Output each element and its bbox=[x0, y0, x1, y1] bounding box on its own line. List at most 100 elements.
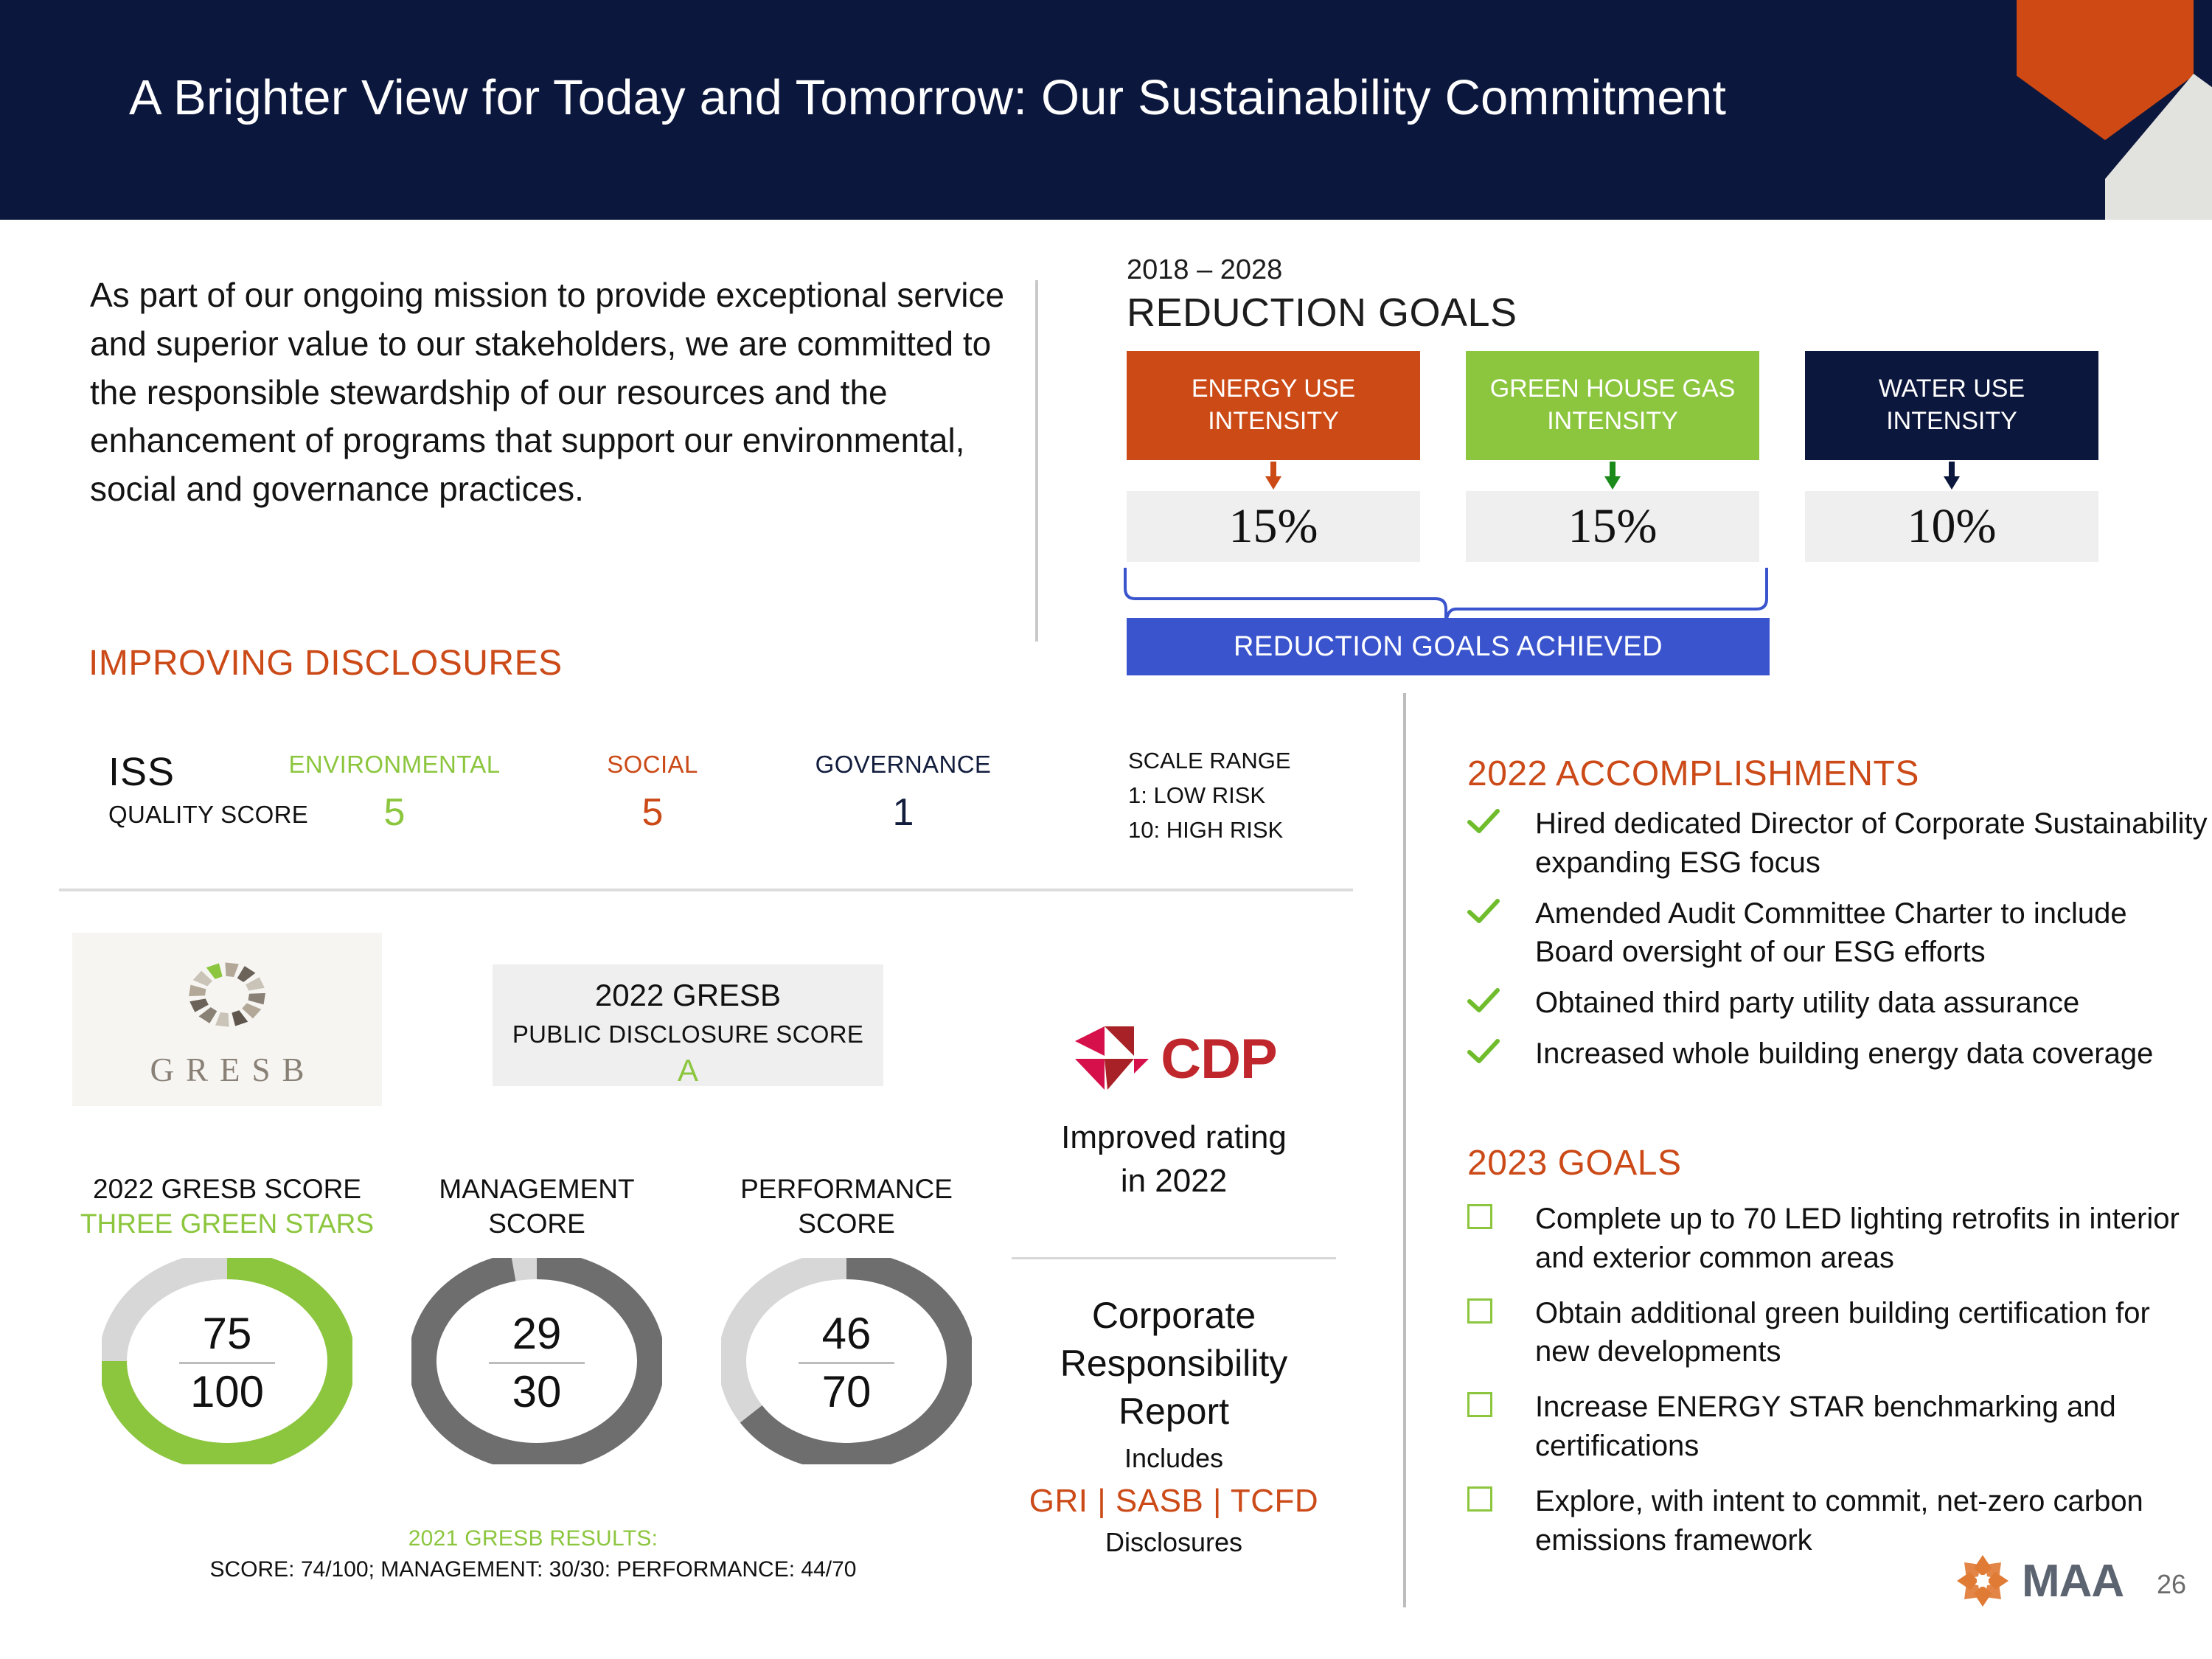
donut-numerator: 46 bbox=[821, 1308, 872, 1358]
disclosure-year: 2022 GRESB bbox=[594, 978, 782, 1012]
vertical-divider-top bbox=[1035, 280, 1038, 641]
list-item[interactable]: Explore, with intent to commit, net-zero… bbox=[1467, 1482, 2212, 1560]
goals-2023-title: 2023 GOALS bbox=[1467, 1144, 1682, 1183]
checkbox-unchecked-icon[interactable] bbox=[1467, 1200, 1535, 1229]
donut-performance-score: PERFORMANCE SCORE 46 70 bbox=[692, 1172, 1001, 1471]
check-icon bbox=[1467, 1034, 1535, 1065]
donut-gresb-score: 2022 GRESB SCORE THREE GREEN STARS 75 10… bbox=[72, 1172, 382, 1471]
donut-rule bbox=[799, 1361, 894, 1364]
checkbox-unchecked-icon[interactable] bbox=[1467, 1388, 1535, 1418]
reduction-goal-column: GREEN HOUSE GAS INTENSITY 15% bbox=[1466, 351, 1759, 562]
cdp-wordmark: CDP bbox=[1161, 1027, 1277, 1091]
scale-range-heading: SCALE RANGE bbox=[1128, 748, 1291, 773]
accomplishments-section: 2022 ACCOMPLISHMENTS Hired dedicated Dir… bbox=[1467, 754, 2212, 1085]
water-use-intensity-value: 10% bbox=[1805, 491, 2098, 562]
donut-title: 2022 GRESB SCORE THREE GREEN STARS bbox=[80, 1174, 375, 1239]
reduction-goals-title: REDUCTION GOALS bbox=[1127, 291, 1517, 335]
energy-use-intensity-value: 15% bbox=[1127, 491, 1420, 562]
intro-paragraph: As part of our ongoing mission to provid… bbox=[90, 276, 1005, 509]
check-icon bbox=[1467, 894, 1535, 925]
disclosure-grade: A bbox=[677, 1053, 698, 1088]
page-title: A Brighter View for Today and Tomorrow: … bbox=[129, 70, 1727, 125]
iss-label-group: ISS QUALITY SCORE bbox=[108, 749, 308, 829]
cdp-divider bbox=[1012, 1257, 1336, 1259]
donut-chart: 29 30 bbox=[408, 1251, 665, 1471]
checkbox-unchecked-icon[interactable] bbox=[1467, 1482, 1535, 1512]
iss-metric-environmental: ENVIRONMENTAL 5 bbox=[288, 751, 501, 834]
donut-denominator: 100 bbox=[189, 1366, 265, 1416]
list-item: Increased whole building energy data cov… bbox=[1467, 1034, 2212, 1074]
iss-label: ISS bbox=[108, 750, 175, 794]
goals-2023-section: 2023 GOALS Complete up to 70 LED lightin… bbox=[1467, 1143, 2212, 1576]
gresb-wordmark: GRESB bbox=[150, 1051, 316, 1088]
donut-denominator: 70 bbox=[821, 1366, 872, 1416]
donut-value: 75 100 bbox=[102, 1258, 352, 1468]
scale-range-high: 10: HIGH RISK bbox=[1128, 817, 1284, 844]
vertical-divider-right bbox=[1403, 693, 1406, 1607]
gresb-public-disclosure-card: 2022 GRESB PUBLIC DISCLOSURE SCORE A bbox=[493, 964, 883, 1088]
gresb-footnote-year: 2021 GRESB RESULTS: bbox=[408, 1526, 658, 1551]
donut-rule bbox=[489, 1361, 585, 1364]
greenhouse-gas-intensity-badge: GREEN HOUSE GAS INTENSITY bbox=[1466, 351, 1759, 460]
donut-value: 46 70 bbox=[721, 1258, 972, 1468]
list-item[interactable]: Obtain additional green building certifi… bbox=[1467, 1294, 2212, 1372]
iss-metric-social: SOCIAL 5 bbox=[607, 751, 698, 834]
report-title: Corporate Responsibility Report bbox=[1060, 1295, 1288, 1432]
iss-metric-governance: GOVERNANCE 1 bbox=[815, 751, 992, 834]
iss-sublabel: QUALITY SCORE bbox=[108, 801, 309, 828]
gresb-footnote-scores: SCORE: 74/100; MANAGEMENT: 30/30: PERFOR… bbox=[209, 1557, 857, 1582]
list-item[interactable]: Complete up to 70 LED lighting retrofits… bbox=[1467, 1200, 2212, 1278]
greenhouse-gas-intensity-value: 15% bbox=[1466, 491, 1759, 562]
donut-title: MANAGEMENT SCORE bbox=[439, 1174, 635, 1239]
reduction-goals-achieved-banner: REDUCTION GOALS ACHIEVED bbox=[1127, 618, 1770, 675]
donut-rule bbox=[179, 1361, 275, 1364]
water-use-intensity-badge: WATER USE INTENSITY bbox=[1805, 351, 2098, 460]
scale-range-legend: SCALE RANGE 1: LOW RISK 10: HIGH RISK bbox=[1128, 743, 1291, 847]
donut-numerator: 75 bbox=[202, 1308, 252, 1358]
cdp-logo: CDP bbox=[1012, 1025, 1336, 1093]
horizontal-divider bbox=[59, 888, 1353, 891]
cdp-mark-icon bbox=[1075, 1026, 1150, 1090]
reduction-goal-column: WATER USE INTENSITY 10% bbox=[1805, 351, 2098, 562]
slide-header: A Brighter View for Today and Tomorrow: … bbox=[0, 0, 2212, 220]
report-disclosures-label: Disclosures bbox=[1105, 1527, 1243, 1557]
iss-score-row: ISS QUALITY SCORE ENVIRONMENTAL 5 SOCIAL… bbox=[88, 737, 1364, 855]
check-icon bbox=[1467, 804, 1535, 835]
checkbox-unchecked-icon[interactable] bbox=[1467, 1294, 1535, 1324]
report-standards: GRI | SASB | TCFD bbox=[1029, 1483, 1319, 1519]
down-arrow-icon bbox=[1805, 460, 2098, 491]
donut-numerator: 29 bbox=[512, 1308, 562, 1358]
donut-denominator: 30 bbox=[512, 1366, 562, 1416]
donut-management-score: MANAGEMENT SCORE 29 30 bbox=[382, 1172, 692, 1471]
donut-chart: 46 70 bbox=[718, 1251, 975, 1471]
reduction-goal-column: ENERGY USE INTENSITY 15% bbox=[1127, 351, 1420, 562]
report-includes-label: Includes bbox=[1124, 1443, 1224, 1473]
page-number: 26 bbox=[2157, 1569, 2187, 1599]
reduction-goals-years: 2018 – 2028 bbox=[1127, 254, 1283, 285]
corporate-responsibility-report: Corporate Responsibility Report Includes… bbox=[997, 1292, 1351, 1558]
donut-chart: 75 100 bbox=[99, 1251, 355, 1471]
improving-disclosures-title: IMPROVING DISCLOSURES bbox=[88, 644, 563, 683]
down-arrow-icon bbox=[1127, 460, 1420, 491]
goals-2023-list: Complete up to 70 LED lighting retrofits… bbox=[1467, 1200, 2212, 1559]
donut-title: PERFORMANCE SCORE bbox=[740, 1174, 953, 1239]
disclosure-label: PUBLIC DISCLOSURE SCORE bbox=[512, 1020, 864, 1048]
gresb-ring-icon bbox=[161, 942, 293, 1056]
cdp-block: CDP Improved rating in 2022 bbox=[1012, 1025, 1336, 1203]
donut-value: 29 30 bbox=[411, 1258, 662, 1468]
energy-use-intensity-badge: ENERGY USE INTENSITY bbox=[1127, 351, 1420, 460]
check-icon bbox=[1467, 984, 1535, 1015]
list-item[interactable]: Increase ENERGY STAR benchmarking and ce… bbox=[1467, 1388, 2212, 1466]
list-item: Obtained third party utility data assura… bbox=[1467, 984, 2212, 1023]
accomplishments-list: Hired dedicated Director of Corporate Su… bbox=[1467, 804, 2212, 1074]
list-item: Hired dedicated Director of Corporate Su… bbox=[1467, 804, 2212, 883]
cdp-caption: Improved rating in 2022 bbox=[1061, 1119, 1287, 1199]
accomplishments-title: 2022 ACCOMPLISHMENTS bbox=[1467, 754, 1919, 793]
scale-range-low: 1: LOW RISK bbox=[1128, 782, 1266, 809]
list-item: Amended Audit Committee Charter to inclu… bbox=[1467, 894, 2212, 973]
down-arrow-icon bbox=[1466, 460, 1759, 491]
maa-flower-icon bbox=[1957, 1555, 2008, 1607]
gresb-footnote: 2021 GRESB RESULTS: SCORE: 74/100; MANAG… bbox=[72, 1526, 994, 1582]
reduction-goals-columns: ENERGY USE INTENSITY 15% GREEN HOUSE GAS I… bbox=[1127, 351, 2122, 562]
gresb-logo-box: GRESB bbox=[72, 933, 382, 1106]
